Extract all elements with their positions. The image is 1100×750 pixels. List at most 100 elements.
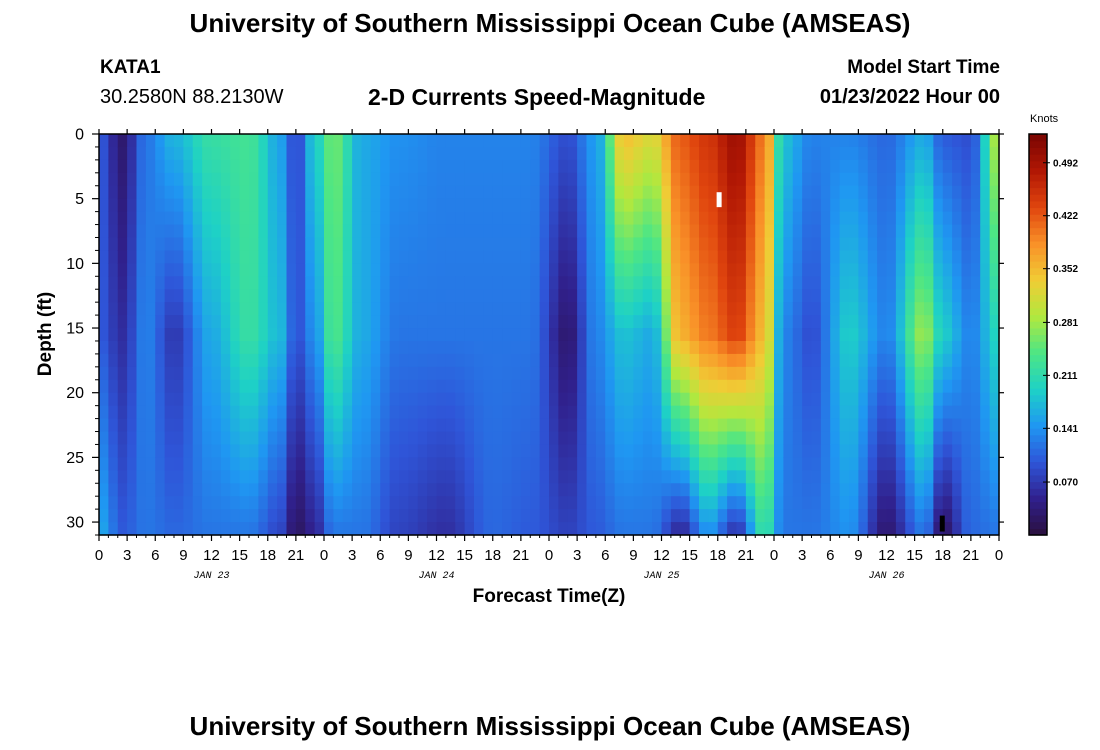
heatmap-cell	[614, 496, 625, 510]
heatmap-cell	[108, 379, 119, 394]
heatmap-cell	[633, 379, 644, 394]
heatmap-cell	[783, 185, 794, 200]
heatmap-cell	[774, 418, 784, 433]
heatmap-cell	[342, 418, 353, 433]
heatmap-cell	[820, 353, 831, 368]
heatmap-cell	[408, 392, 419, 407]
heatmap-cell	[867, 237, 878, 252]
heatmap-cell	[520, 522, 531, 536]
heatmap-cell	[502, 276, 513, 290]
heatmap-cell	[867, 457, 878, 471]
heatmap-cell	[305, 340, 316, 355]
heatmap-cell	[155, 418, 166, 433]
heatmap-cell	[239, 289, 250, 303]
heatmap-cell	[895, 185, 906, 200]
heatmap-cell	[520, 483, 531, 497]
heatmap-cell	[202, 159, 213, 174]
heatmap-cell	[436, 522, 447, 536]
heatmap-cell	[108, 263, 119, 277]
heatmap-cell	[586, 366, 597, 381]
heatmap-cell	[211, 146, 222, 161]
heatmap-cell	[970, 237, 981, 252]
heatmap-cell	[867, 185, 878, 200]
heatmap-cell	[230, 405, 241, 420]
heatmap-cell	[717, 224, 728, 239]
heatmap-cell	[370, 159, 381, 174]
colorbar-frame	[1028, 133, 1048, 536]
heatmap-cell	[989, 211, 1000, 226]
heatmap-cell	[933, 134, 944, 148]
heatmap-cell	[314, 470, 325, 484]
heatmap-cell	[849, 379, 859, 394]
heatmap-cell	[586, 315, 597, 329]
heatmap-cell	[352, 224, 363, 239]
heatmap-cell	[417, 276, 428, 290]
heatmap-cell	[202, 366, 213, 381]
heatmap-cell	[427, 211, 438, 226]
heatmap-cell	[127, 509, 138, 523]
heatmap-cell	[549, 340, 559, 355]
heatmap-cell	[380, 159, 391, 174]
heatmap-cell	[755, 328, 766, 342]
heatmap-cell	[305, 159, 316, 174]
heatmap-cell	[961, 315, 972, 329]
heatmap-cell	[183, 444, 194, 458]
heatmap-cell	[839, 509, 850, 523]
heatmap-cell	[445, 146, 456, 161]
heatmap-cell	[942, 159, 953, 174]
heatmap-cell	[117, 405, 128, 420]
heatmap-cell	[661, 159, 672, 174]
heatmap-cell	[595, 185, 606, 200]
heatmap-cell	[445, 159, 456, 174]
heatmap-cell	[324, 470, 334, 484]
heatmap-cell	[99, 444, 109, 458]
heatmap-cell	[764, 470, 775, 484]
heatmap-cell	[520, 496, 531, 510]
heatmap-cell	[933, 483, 944, 497]
heatmap-cell	[324, 509, 334, 523]
heatmap-cell	[549, 496, 559, 510]
heatmap-cell	[933, 237, 944, 252]
heatmap-cell	[136, 444, 147, 458]
heatmap-cell	[933, 470, 944, 484]
heatmap-cell	[549, 146, 559, 161]
heatmap-cell	[117, 483, 128, 497]
heatmap-cell	[474, 302, 484, 316]
heatmap-cell	[530, 172, 541, 187]
colorbar-swatch	[1029, 421, 1047, 429]
heatmap-cell	[202, 302, 213, 316]
heatmap-cell	[539, 224, 550, 239]
heatmap-cell	[680, 470, 691, 484]
heatmap-cell	[314, 431, 325, 446]
heatmap-cell	[867, 276, 878, 290]
heatmap-cell	[305, 224, 316, 239]
heatmap-cell	[586, 237, 597, 252]
heatmap-cell	[211, 302, 222, 316]
heatmap-cell	[502, 172, 513, 187]
heatmap-cell	[455, 405, 466, 420]
heatmap-cell	[436, 237, 447, 252]
heatmap-cell	[399, 340, 409, 355]
heatmap-cell	[867, 418, 878, 433]
heatmap-cell	[370, 198, 381, 213]
heatmap-cell	[370, 444, 381, 458]
heatmap-cell	[145, 276, 156, 290]
heatmap-cell	[980, 198, 991, 213]
heatmap-cell	[370, 172, 381, 187]
heatmap-cell	[249, 366, 259, 381]
heatmap-cell	[567, 172, 578, 187]
heatmap-cell	[717, 146, 728, 161]
heatmap-cell	[539, 392, 550, 407]
heatmap-cell	[370, 457, 381, 471]
heatmap-cell	[399, 185, 409, 200]
heatmap-cell	[361, 289, 372, 303]
heatmap-cell	[117, 444, 128, 458]
heatmap-cell	[492, 328, 503, 342]
heatmap-cell	[239, 366, 250, 381]
heatmap-cell	[249, 159, 259, 174]
heatmap-cell	[914, 431, 925, 446]
heatmap-cell	[633, 392, 644, 407]
heatmap-cell	[820, 366, 831, 381]
heatmap-cell	[258, 185, 269, 200]
